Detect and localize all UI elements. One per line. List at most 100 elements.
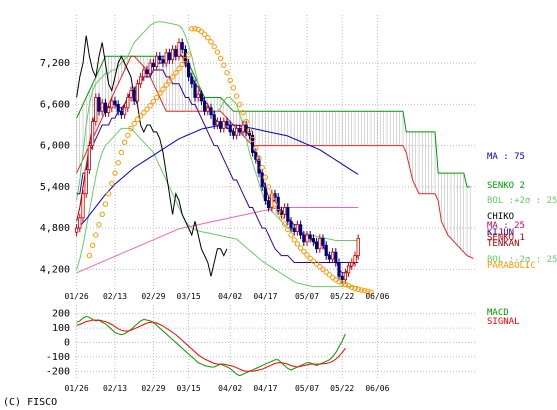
x-tick-label: 02/13 [103, 292, 127, 301]
parabolic-dots [86, 26, 374, 295]
candle [100, 102, 104, 112]
candle [260, 172, 264, 188]
x-tick-label: 05/07 [295, 292, 319, 301]
legend-entry: MA : 25 [487, 221, 525, 231]
macd-y-tick-label: -100 [46, 352, 70, 363]
candle [167, 52, 171, 61]
candle [247, 131, 251, 136]
tenkan-line [76, 52, 359, 274]
candle [234, 128, 239, 136]
copyright: (C) FISCO [3, 397, 57, 408]
parabolic-dot [249, 136, 256, 143]
parabolic-dot [233, 93, 240, 99]
candle [161, 59, 165, 64]
ichimoku-cloud [76, 56, 471, 257]
parabolic-dot [128, 125, 134, 132]
y-tick-label: 4,800 [40, 223, 70, 234]
macd-legend-entry: MACD [487, 308, 509, 318]
macd-x-tick-label: 02/13 [103, 384, 127, 393]
candle [142, 69, 146, 78]
macd-grid [75, 305, 475, 380]
parabolic-dot [240, 109, 246, 116]
candle [78, 217, 82, 229]
parabolic-dot [93, 232, 99, 238]
parabolic-dot [169, 74, 176, 80]
candle [334, 251, 338, 263]
parabolic-dot [301, 248, 307, 255]
parabolic-dot [352, 285, 358, 292]
parabolic-dot [144, 106, 150, 112]
candle [123, 107, 127, 116]
chiko-line [76, 35, 228, 277]
parabolic-dot [192, 26, 198, 32]
parabolic-dot [86, 252, 93, 259]
parabolic-dot [99, 211, 105, 218]
parabolic-dot [368, 289, 374, 295]
candle [241, 124, 245, 133]
signal-line [76, 319, 346, 372]
macd-x-tick-label: 06/06 [365, 384, 389, 393]
parabolic-dot [160, 86, 166, 92]
candle [292, 227, 296, 232]
macd-legend-entry: SIGNAL [487, 317, 520, 327]
parabolic-dot [176, 65, 182, 72]
parabolic-dot [310, 258, 317, 264]
candle [183, 48, 187, 64]
x-tick-label: 04/17 [253, 292, 277, 301]
candle [202, 100, 207, 112]
candle [94, 97, 98, 122]
candle [180, 42, 184, 50]
candle [356, 238, 360, 257]
candle [346, 265, 351, 274]
parabolic-dot [317, 263, 323, 270]
candle [254, 152, 258, 160]
x-tick-label: 01/26 [65, 292, 89, 301]
x-tick-label: 05/22 [330, 292, 354, 301]
parabolic-dot [358, 287, 365, 293]
price-axis: 4,200 4,800 5,400 6,000 6,600 7,200 01/26 02/13… [40, 58, 390, 301]
parabolic-dot [313, 261, 320, 267]
macd-y-tick-label: 0 [64, 338, 70, 349]
parabolic-dot [345, 283, 352, 289]
candle [231, 131, 235, 136]
parabolic-dot [278, 215, 285, 221]
parabolic-dot [304, 252, 310, 258]
parabolic-dot [153, 94, 160, 101]
parabolic-dot [365, 288, 371, 295]
parabolic-dot [182, 56, 189, 63]
parabolic-dot [224, 70, 230, 76]
candle [282, 207, 287, 215]
senko2-line [76, 55, 471, 188]
macd-axis: -200 -100 0 100 200 01/26 02/13 02/29 03/15 04/02… [46, 309, 390, 393]
candle [353, 255, 357, 263]
candle [81, 193, 85, 219]
parabolic-dot [269, 193, 275, 199]
parabolic-dot [259, 164, 265, 171]
parabolic-dot [102, 201, 109, 207]
macd-line [76, 315, 346, 377]
parabolic-dot [336, 279, 342, 285]
candle [350, 262, 354, 267]
parabolic-dot [121, 139, 128, 145]
parabolic-dot [189, 26, 195, 32]
candle [212, 114, 216, 126]
candle [148, 62, 152, 74]
candle [164, 52, 168, 64]
x-tick-label: 06/06 [365, 292, 389, 301]
price-lines [76, 21, 474, 288]
macd-y-tick-label: 200 [52, 309, 70, 320]
candle [308, 234, 312, 239]
candle [340, 275, 344, 281]
parabolic-dot [355, 286, 361, 293]
candle [206, 107, 210, 112]
candle [132, 90, 136, 102]
candle [215, 121, 219, 126]
macd-x-tick-label: 01/26 [65, 384, 89, 393]
x-tick-label: 02/29 [141, 292, 165, 301]
candle [263, 186, 268, 202]
parabolic-dot [281, 221, 288, 227]
candle [330, 251, 335, 260]
candle [318, 238, 322, 250]
parabolic-dot [339, 280, 345, 286]
parabolic-dot [105, 191, 112, 197]
